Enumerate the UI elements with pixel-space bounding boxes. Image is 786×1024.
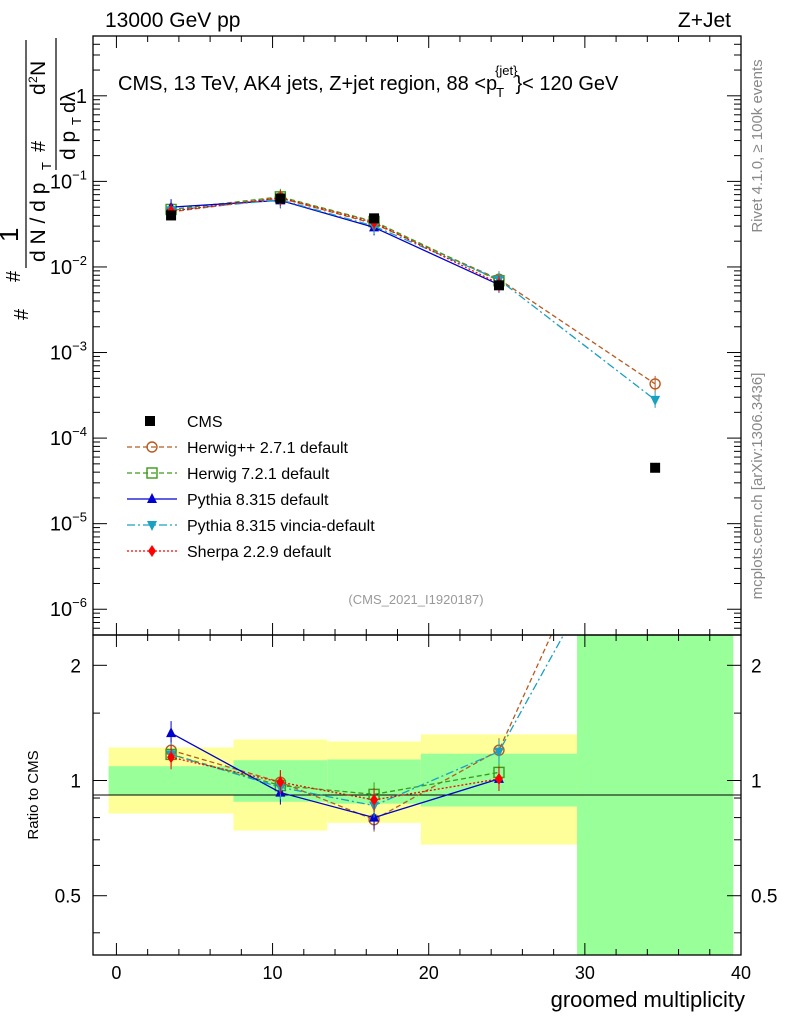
- legend-marker: [146, 441, 158, 453]
- ratio-tick-label-right: 1: [751, 772, 762, 793]
- ratio-band-inner: [108, 766, 234, 796]
- legend-label: Pythia 8.315 default: [187, 492, 329, 509]
- ratio-tick-label-right: 2: [751, 656, 762, 677]
- legend-marker: [148, 545, 156, 557]
- svg-text:d p: d p: [57, 131, 80, 160]
- header-left-title: 13000 GeV pp: [105, 9, 240, 32]
- ratio-plot-frame: [92, 634, 742, 956]
- svg-text:T: T: [69, 117, 84, 125]
- legend-label: Herwig++ 2.7.1 default: [187, 440, 349, 457]
- header-right-title: Z+Jet: [678, 9, 731, 32]
- x-tick-label: 20: [419, 963, 439, 983]
- data-point: [369, 213, 380, 224]
- svg-text:T: T: [39, 162, 54, 170]
- data-point: [166, 210, 177, 221]
- svg-text:#: #: [11, 308, 33, 320]
- ratio-point: [166, 727, 177, 738]
- svg-text:#: #: [28, 140, 50, 152]
- svg-text:d: d: [27, 83, 50, 95]
- ratio-point: [276, 776, 285, 789]
- ratio-point: [370, 793, 379, 806]
- svg-text:#: #: [3, 270, 25, 282]
- axes: 0 10 20 30 40 10−6 10−5 10−4 10−3 10−2 10−1 1 0.5 0.5…: [50, 35, 777, 983]
- svg-text:CMS, 13 TeV, AK4 jets, Z+jet r: CMS, 13 TeV, AK4 jets, Z+jet region, 88 …: [118, 63, 619, 100]
- legend: CMS Herwig++ 2.7.1 default Herwig 7.2.1 d…: [127, 414, 375, 561]
- analysis-id: (CMS_2021_I1920187): [348, 592, 483, 607]
- y-axis-label: #: [11, 308, 33, 320]
- x-axis-label: groomed multiplicity: [551, 987, 745, 1012]
- x-tick-label: 10: [263, 963, 283, 983]
- ratio-tick-label-left: 1: [70, 772, 81, 793]
- y-tick-label: 10−4: [50, 424, 87, 450]
- series-line: [170, 197, 656, 385]
- y-tick-label: 1: [76, 86, 87, 108]
- y-tick-label: 10−1: [50, 167, 87, 193]
- ratio-series-line: [170, 756, 500, 801]
- data-point: [650, 462, 661, 473]
- legend-label: Pythia 8.315 vincia-default: [187, 518, 375, 535]
- legend-label: Herwig 7.2.1 default: [187, 466, 330, 483]
- svg-text:N: N: [27, 61, 50, 76]
- x-tick-label: 0: [111, 963, 121, 983]
- series-line: [170, 196, 500, 282]
- legend-marker: [147, 493, 157, 503]
- ratio-y-label: Ratio to CMS: [25, 750, 42, 839]
- ratio-tick-label-right: 0.5: [751, 887, 777, 908]
- legend-marker: [147, 521, 157, 531]
- ratio-point: [493, 747, 504, 758]
- ratio-tick-label-left: 0.5: [55, 887, 81, 908]
- series-line: [170, 197, 500, 285]
- side-label-bottom: mcplots.cern.ch [arXiv:1306.3436]: [749, 373, 766, 600]
- plot-label: CMS, 13 TeV, AK4 jets, Z+jet region, 88 …: [118, 63, 619, 100]
- series-line: [171, 199, 500, 286]
- legend-marker: [146, 467, 158, 479]
- svg-text:1: 1: [0, 228, 24, 242]
- series-point: [649, 378, 661, 390]
- svg-text:d N / d p: d N / d p: [27, 183, 50, 262]
- y-tick-label: 10−6: [50, 595, 87, 621]
- data-point: [493, 280, 504, 291]
- side-label-top: Rivet 4.1.0, ≥ 100k events: [749, 59, 766, 232]
- y-tick-label: 10−2: [50, 253, 87, 279]
- series-point: [650, 395, 661, 406]
- legend-cms-marker: [145, 416, 155, 426]
- x-tick-label: 40: [731, 963, 751, 983]
- series-line: [171, 199, 656, 401]
- data-point: [275, 193, 286, 204]
- svg-text:2: 2: [26, 76, 40, 83]
- y-axis-label-fraction: # 1 d N / d p T # d p T dλ d 2 N: [0, 38, 84, 282]
- legend-label: Sherpa 2.2.9 default: [187, 544, 332, 561]
- x-tick-label: 30: [575, 963, 595, 983]
- ratio-point: [494, 772, 503, 785]
- svg-text:dλ: dλ: [58, 92, 80, 113]
- ratio-point: [167, 751, 176, 764]
- ratio-series-line: [170, 732, 500, 819]
- ratio-tick-label-left: 2: [70, 656, 81, 677]
- y-tick-label: 10−5: [50, 510, 87, 536]
- main-series: [165, 188, 661, 473]
- legend-cms-label: CMS: [187, 414, 223, 431]
- y-tick-label: 10−3: [50, 339, 87, 365]
